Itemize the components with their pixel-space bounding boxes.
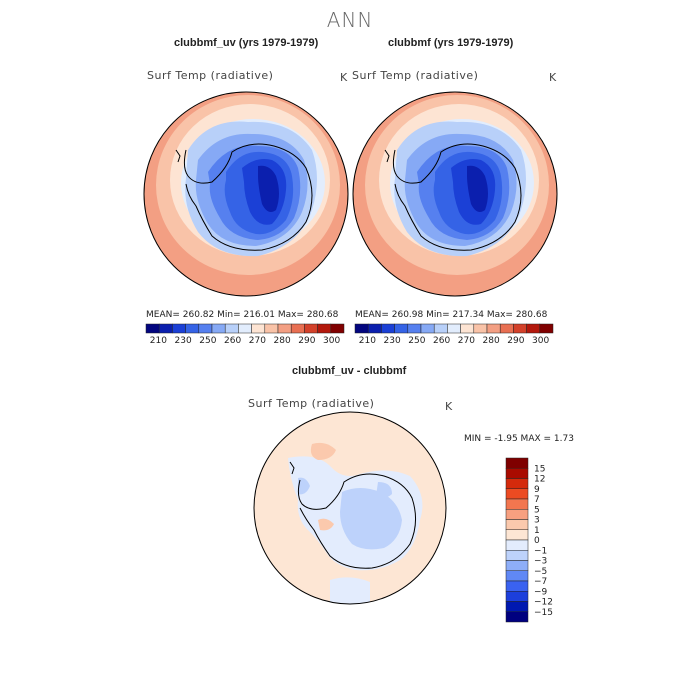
panel2-colorbar-swatch xyxy=(539,323,554,334)
diff-colorbar-tick-label: 5 xyxy=(534,505,540,515)
diff-colorbar-tick-label: −3 xyxy=(534,557,547,567)
panel1-colorbar-swatch xyxy=(238,323,252,334)
diff-colorbar-tick-label: −7 xyxy=(534,577,547,587)
panel2-colorbar-swatch xyxy=(473,323,488,334)
diff-colorbar-tick-label: 7 xyxy=(534,495,540,505)
panel2-colorbar-swatch xyxy=(513,323,527,334)
diff-variable-label: Surf Temp (radiative) xyxy=(248,397,375,410)
panel2-colorbar-tick-label: 280 xyxy=(483,336,500,346)
diff-colorbar-tick-label: 3 xyxy=(534,516,540,526)
panel1-polar-map xyxy=(143,91,349,297)
panel1-colorbar-tick-label: 300 xyxy=(323,336,340,346)
diff-colorbar-tick-label: 9 xyxy=(534,485,540,495)
diff-colorbar-swatch xyxy=(505,570,529,582)
panel1-colorbar-swatch xyxy=(172,323,186,334)
diff-colorbar-swatch xyxy=(505,488,529,500)
diff-colorbar-swatch xyxy=(505,478,529,489)
diff-colorbar-tick-label: −9 xyxy=(534,587,548,597)
panel1-colorbar-swatch xyxy=(251,323,266,334)
panel2-colorbar-swatch xyxy=(460,323,475,334)
diff-colorbar-swatch xyxy=(505,468,529,479)
panel1-variable-label: Surf Temp (radiative) xyxy=(147,69,274,82)
panel2-stats: MEAN= 260.98 Min= 217.34 Max= 280.68 xyxy=(355,310,548,320)
diff-colorbar-swatch xyxy=(505,529,529,541)
diff-colorbar-swatch xyxy=(505,498,529,510)
panel2-colorbar-swatch xyxy=(381,323,395,334)
panel1-colorbar-tick-label: 260 xyxy=(224,336,241,346)
panel2-colorbar-swatch xyxy=(407,323,422,334)
panel1-colorbar: 210 230 250 260 270 280 290 300 xyxy=(145,323,345,346)
panel2-colorbar-tick-label: 260 xyxy=(433,336,450,346)
diff-colorbar-tick-label: 15 xyxy=(534,464,545,474)
panel1-colorbar-swatch xyxy=(290,323,305,334)
panel1-colorbar-swatch xyxy=(277,323,292,334)
panel2-colorbar: 210 230 250 260 270 280 290 300 xyxy=(354,323,554,346)
diff-colorbar-tick-label: −5 xyxy=(534,567,547,577)
panel2-colorbar-swatch xyxy=(499,323,514,334)
panel1-stats: MEAN= 260.82 Min= 216.01 Max= 280.68 xyxy=(146,310,339,320)
panel1-colorbar-swatch xyxy=(317,323,332,334)
panel1-colorbar-tick-label: 210 xyxy=(150,336,167,346)
panel2-colorbar-swatch xyxy=(526,323,541,334)
panel1-colorbar-tick-label: 230 xyxy=(175,336,192,346)
panel2-polar-map xyxy=(352,91,558,297)
diff-colorbar-swatch xyxy=(505,601,529,612)
diff-colorbar-swatch xyxy=(505,591,529,602)
diff-polar-map xyxy=(253,411,447,605)
panel2-colorbar-swatch xyxy=(394,323,409,334)
panel2-colorbar-tick-label: 210 xyxy=(359,336,376,346)
panel2-colorbar-swatch xyxy=(433,323,448,334)
panel2-colorbar-tick-label: 230 xyxy=(384,336,401,346)
diff-colorbar-tick-label: −1 xyxy=(534,546,547,556)
panel2-unit-label: K xyxy=(549,71,557,84)
panel1-colorbar-swatch xyxy=(198,323,213,334)
panel1-colorbar-tick-label: 280 xyxy=(274,336,291,346)
panel1-colorbar-swatch xyxy=(264,323,279,334)
panel2-colorbar-swatch xyxy=(420,323,435,334)
panel1-colorbar-tick-label: 270 xyxy=(249,336,266,346)
panel2-colorbar-swatch xyxy=(447,323,461,334)
diff-colorbar-swatch xyxy=(505,560,529,571)
diff-colorbar-swatch xyxy=(505,539,529,551)
panel1-colorbar-swatch xyxy=(158,323,173,334)
panel1-colorbar-swatch xyxy=(224,323,239,334)
diff-unit-label: K xyxy=(445,400,453,413)
diff-colorbar-tick-label: 0 xyxy=(534,536,540,546)
panel2-colorbar-swatch xyxy=(367,323,382,334)
diff-colorbar-swatch xyxy=(505,509,529,520)
panel2-colorbar-swatch xyxy=(354,323,369,334)
panel2-colorbar-tick-label: 250 xyxy=(408,336,425,346)
panel1-unit-label: K xyxy=(340,71,348,84)
panel1-title: clubbmf_uv (yrs 1979-1979) xyxy=(174,37,319,49)
diff-colorbar-tick-label: 12 xyxy=(534,475,545,485)
panel2-colorbar-tick-label: 270 xyxy=(458,336,475,346)
diff-colorbar-tick-label: −12 xyxy=(534,598,553,608)
diff-colorbar-swatch xyxy=(505,550,529,561)
panel1-colorbar-swatch xyxy=(330,323,345,334)
figure-title: ANN xyxy=(326,8,374,32)
panel1-colorbar-tick-label: 290 xyxy=(298,336,315,346)
diff-colorbar-swatch xyxy=(505,519,529,530)
diff-stats: MIN = -1.95 MAX = 1.73 xyxy=(464,434,574,444)
panel2-title: clubbmf (yrs 1979-1979) xyxy=(388,37,514,49)
panel2-variable-label: Surf Temp (radiative) xyxy=(352,69,479,82)
panel2-colorbar-tick-label: 300 xyxy=(532,336,549,346)
panel1-colorbar-swatch xyxy=(304,323,318,334)
panel1-colorbar-tick-label: 250 xyxy=(199,336,216,346)
diff-colorbar-swatch xyxy=(505,611,529,623)
diff-colorbar-tick-label: −15 xyxy=(534,608,553,618)
panel1-colorbar-swatch xyxy=(145,323,160,334)
panel2-colorbar-swatch xyxy=(486,323,501,334)
panel1-colorbar-swatch xyxy=(185,323,200,334)
diff-colorbar-tick-label: 1 xyxy=(534,526,540,536)
diff-panel-title: clubbmf_uv - clubbmf xyxy=(292,365,407,377)
panel2-colorbar-tick-label: 290 xyxy=(507,336,524,346)
panel1-colorbar-swatch xyxy=(211,323,226,334)
diff-colorbar-swatch xyxy=(505,457,529,469)
diff-colorbar-swatch xyxy=(505,580,529,592)
